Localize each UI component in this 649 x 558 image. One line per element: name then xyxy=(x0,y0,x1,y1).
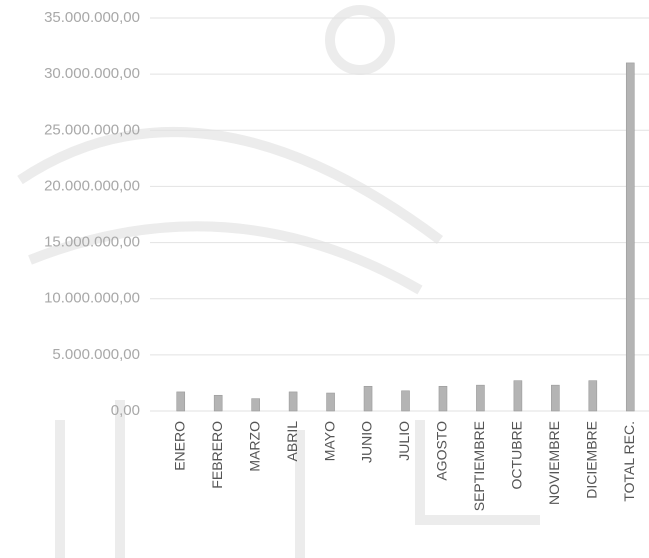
y-tick-label: 5.000.000,00 xyxy=(52,346,140,363)
bar xyxy=(176,391,186,412)
bar xyxy=(588,380,598,412)
bar xyxy=(438,385,448,412)
x-tick-label: ENERO xyxy=(171,421,187,471)
x-tick-label: FEBRERO xyxy=(209,421,225,489)
bar xyxy=(625,62,635,412)
watermark xyxy=(17,5,540,558)
bar xyxy=(363,385,373,412)
x-tick-label: ABRIL xyxy=(284,421,300,462)
bar xyxy=(288,391,298,412)
x-tick-label: JULIO xyxy=(396,421,412,461)
y-tick-label: 0,00 xyxy=(111,402,140,419)
x-tick-label: TOTAL REC. xyxy=(621,421,637,502)
x-tick-label: MARZO xyxy=(246,421,262,472)
bar xyxy=(513,380,523,412)
bar xyxy=(251,398,260,412)
bar xyxy=(401,390,410,412)
x-tick-label: AGOSTO xyxy=(434,421,450,481)
y-tick-label: 30.000.000,00 xyxy=(44,65,140,82)
x-tick-label: SEPTIEMBRE xyxy=(471,421,487,511)
y-tick-label: 20.000.000,00 xyxy=(44,177,140,194)
x-tick-label: NOVIEMBRE xyxy=(546,421,562,505)
x-tick-label: JUNIO xyxy=(359,421,375,463)
x-tick-label: OCTUBRE xyxy=(509,421,525,489)
y-tick-label: 10.000.000,00 xyxy=(44,290,140,307)
y-tick-label: 35.000.000,00 xyxy=(44,9,140,26)
bar xyxy=(213,394,223,412)
bar xyxy=(551,384,560,412)
x-tick-label: MAYO xyxy=(321,421,337,461)
y-tick-label: 25.000.000,00 xyxy=(44,121,140,138)
bar xyxy=(326,392,335,412)
bar xyxy=(476,384,485,412)
x-tick-label: DICIEMBRE xyxy=(584,421,600,499)
y-tick-label: 15.000.000,00 xyxy=(44,234,140,251)
